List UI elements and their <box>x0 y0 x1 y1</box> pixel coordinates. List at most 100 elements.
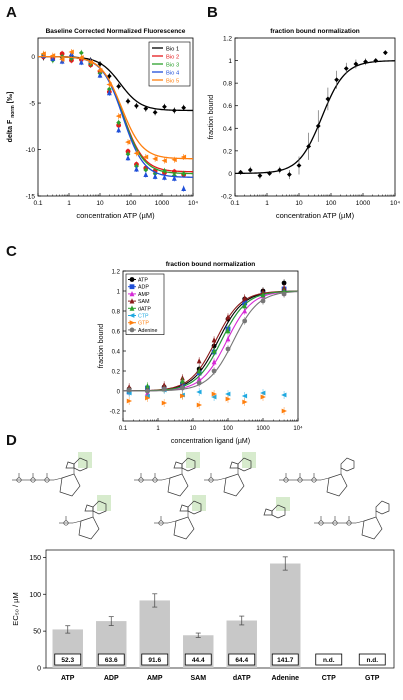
ribose-ring <box>173 516 195 540</box>
legend-marker <box>129 305 135 311</box>
data-point <box>247 167 253 173</box>
data-point <box>162 168 167 174</box>
category-label: Adenine <box>271 675 299 682</box>
x-tick-label: 10 <box>190 426 197 432</box>
x-tick-label: 1 <box>265 200 269 207</box>
bar-adenine <box>270 563 301 668</box>
data-point <box>281 280 287 286</box>
data-point <box>145 388 150 394</box>
data-point <box>211 391 217 397</box>
structure <box>204 452 256 497</box>
structure <box>154 495 206 540</box>
data-point <box>242 318 248 324</box>
bond <box>217 477 227 481</box>
data-point <box>145 395 151 401</box>
fit-curve-adenine <box>123 291 299 392</box>
y-axis-label-main: delta F <box>7 118 14 143</box>
data-point <box>78 55 84 60</box>
data-point <box>242 303 248 309</box>
phosphate-atom <box>311 477 317 483</box>
data-point <box>97 61 103 67</box>
y-tick-label: 0.2 <box>223 148 232 155</box>
phosphate-atom <box>44 477 50 483</box>
structure <box>59 495 111 540</box>
y-axis-label-unit: [‰] <box>7 92 14 106</box>
value-label: n.d. <box>366 657 378 664</box>
x-tick-label: 100 <box>126 200 137 207</box>
ribose-ring <box>361 516 383 540</box>
data-point <box>106 89 112 96</box>
legend-entry: Bio 5 <box>166 78 179 84</box>
data-point <box>152 173 158 179</box>
x-tick-label: 1000 <box>356 200 371 207</box>
y-tick-label: 1.2 <box>223 36 232 43</box>
value-label: n.d. <box>323 657 335 664</box>
data-point <box>115 113 122 119</box>
data-point <box>242 308 248 314</box>
data-point <box>161 382 167 388</box>
structure <box>263 497 290 519</box>
data-point <box>181 105 187 111</box>
base-ring-5 <box>173 461 183 469</box>
phosphate-atom <box>283 477 289 483</box>
x-tick-label: 1 <box>67 200 71 207</box>
y-tick-label: -0.2 <box>110 410 121 416</box>
data-point <box>211 337 217 343</box>
y-tick-label: 100 <box>29 592 41 599</box>
y-tick-label: 1 <box>228 58 232 65</box>
data-point <box>296 163 302 168</box>
data-point <box>286 172 292 177</box>
data-point <box>225 336 231 342</box>
value-label-box <box>97 653 125 666</box>
y-tick-label: 0.4 <box>223 126 232 133</box>
y-tick-label: 0 <box>31 54 35 61</box>
ribose-ring <box>59 473 81 497</box>
data-point <box>97 68 103 73</box>
legend-entry: CTP <box>138 314 149 320</box>
bond <box>167 520 177 524</box>
structure <box>134 452 200 497</box>
data-point <box>106 82 112 87</box>
highlight-box <box>276 497 290 511</box>
data-point <box>242 399 248 405</box>
structure <box>279 457 355 497</box>
legend-entry: Bio 3 <box>166 62 179 68</box>
bond <box>161 477 171 481</box>
data-point <box>125 139 131 145</box>
data-point <box>143 167 149 173</box>
x-axis-label: concentration ATP (µM) <box>276 211 355 220</box>
data-point <box>116 83 122 89</box>
base-ring <box>375 500 390 515</box>
legend-entry: ATP <box>138 278 148 284</box>
phosphate-atom <box>318 520 324 526</box>
legend-marker <box>129 320 135 326</box>
y-tick-label: 0.4 <box>112 350 121 356</box>
value-label: 141.7 <box>277 657 294 664</box>
legend-entry: SAM <box>138 299 149 305</box>
y-axis-label: EC₅₀ / µM <box>11 592 20 625</box>
data-point <box>211 348 217 354</box>
value-label-box <box>228 653 256 666</box>
legend-entry: Bio 4 <box>166 70 180 76</box>
y-tick-label: 0.6 <box>223 103 232 110</box>
ribose-ring <box>326 473 348 497</box>
data-point <box>161 158 167 164</box>
base-ring-5 <box>179 504 189 512</box>
x-axis-label: concentration ATP (µM) <box>76 211 155 220</box>
data-point <box>196 380 202 386</box>
legend-entry: ADP <box>138 285 149 291</box>
x-tick-label: 10⁴ <box>390 200 400 207</box>
data-point <box>211 368 217 374</box>
category-label: SAM <box>190 675 206 682</box>
value-label-box <box>358 653 386 666</box>
data-point <box>180 385 185 391</box>
phosphate-atom <box>63 520 69 526</box>
legend-box <box>125 273 165 335</box>
panel-label-d: D <box>6 432 17 449</box>
data-point <box>171 157 177 163</box>
panel-label-a: A <box>6 4 17 21</box>
data-point <box>180 154 187 160</box>
ribose-ring <box>223 473 245 497</box>
legend-marker <box>129 327 135 333</box>
phosphate-atom <box>332 520 338 526</box>
